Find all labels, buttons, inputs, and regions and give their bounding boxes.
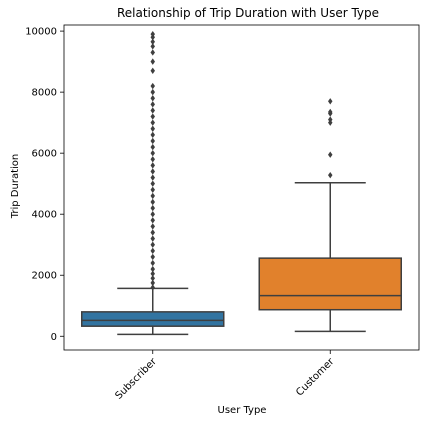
y-tick-label: 8000: [32, 88, 57, 99]
outlier-point: [150, 30, 155, 38]
outlier-point: [150, 235, 155, 242]
outlier-point: [150, 107, 155, 114]
outlier-point: [150, 198, 155, 206]
x-axis-title: User Type: [218, 405, 267, 416]
x-tick-label: Subscriber: [113, 356, 159, 402]
x-tick-label: Customer: [294, 356, 337, 399]
outlier-point: [150, 137, 155, 145]
box-iqr: [81, 311, 225, 327]
outlier-point: [150, 168, 155, 175]
outlier-point: [150, 38, 155, 45]
x-axis: Subscriber Customer: [113, 350, 337, 402]
outlier-point: [328, 98, 333, 105]
outlier-point: [150, 82, 155, 90]
outlier-point: [150, 270, 155, 277]
box-iqr: [258, 257, 402, 311]
outlier-point: [150, 275, 155, 282]
outlier-point: [150, 67, 155, 74]
outlier-point: [150, 180, 155, 187]
y-axis: 0 2000 4000 6000 8000 10000: [25, 27, 64, 343]
plot-area: [63, 24, 420, 351]
outlier-point: [328, 108, 333, 116]
outlier-point: [150, 229, 155, 236]
outlier-point: [328, 116, 333, 123]
outlier-point: [150, 284, 155, 291]
outlier-point: [150, 113, 155, 120]
outlier-point: [150, 58, 155, 65]
outlier-point: [150, 125, 155, 132]
outlier-point: [150, 149, 155, 157]
outlier-point: [150, 253, 155, 261]
outlier-point: [150, 223, 155, 230]
outlier-point: [150, 162, 155, 169]
outlier-point: [150, 95, 155, 102]
y-tick-label: 6000: [32, 149, 57, 160]
outlier-point: [150, 241, 155, 248]
outlier-point: [328, 151, 333, 158]
y-tick-label: 4000: [32, 210, 57, 221]
outlier-point: [150, 192, 155, 200]
outlier-point: [150, 131, 155, 139]
outlier-point: [150, 259, 155, 267]
outlier-point: [150, 279, 155, 287]
box-group-customer: [258, 98, 402, 333]
outlier-point: [150, 88, 155, 96]
box-group-subscriber: [81, 30, 225, 336]
outlier-point: [150, 186, 155, 193]
chart-title: Relationship of Trip Duration with User …: [117, 6, 379, 20]
outlier-point: [150, 265, 155, 273]
outlier-point: [150, 156, 155, 163]
y-axis-title: Trip Duration: [10, 154, 21, 220]
outlier-point: [150, 204, 155, 212]
outlier-point: [150, 247, 155, 255]
outlier-point: [328, 171, 333, 179]
plot-frame: [63, 24, 420, 351]
outlier-point: [150, 49, 155, 56]
outlier-point: [150, 174, 155, 181]
outlier-point: [150, 217, 155, 224]
outlier-point: [150, 211, 155, 218]
outlier-point: [150, 119, 155, 126]
y-tick-label: 2000: [32, 271, 57, 282]
outlier-point: [150, 101, 155, 108]
y-tick-label: 10000: [25, 27, 57, 38]
y-tick-label: 0: [51, 332, 57, 343]
outlier-point: [150, 43, 155, 50]
outlier-point: [150, 143, 155, 151]
